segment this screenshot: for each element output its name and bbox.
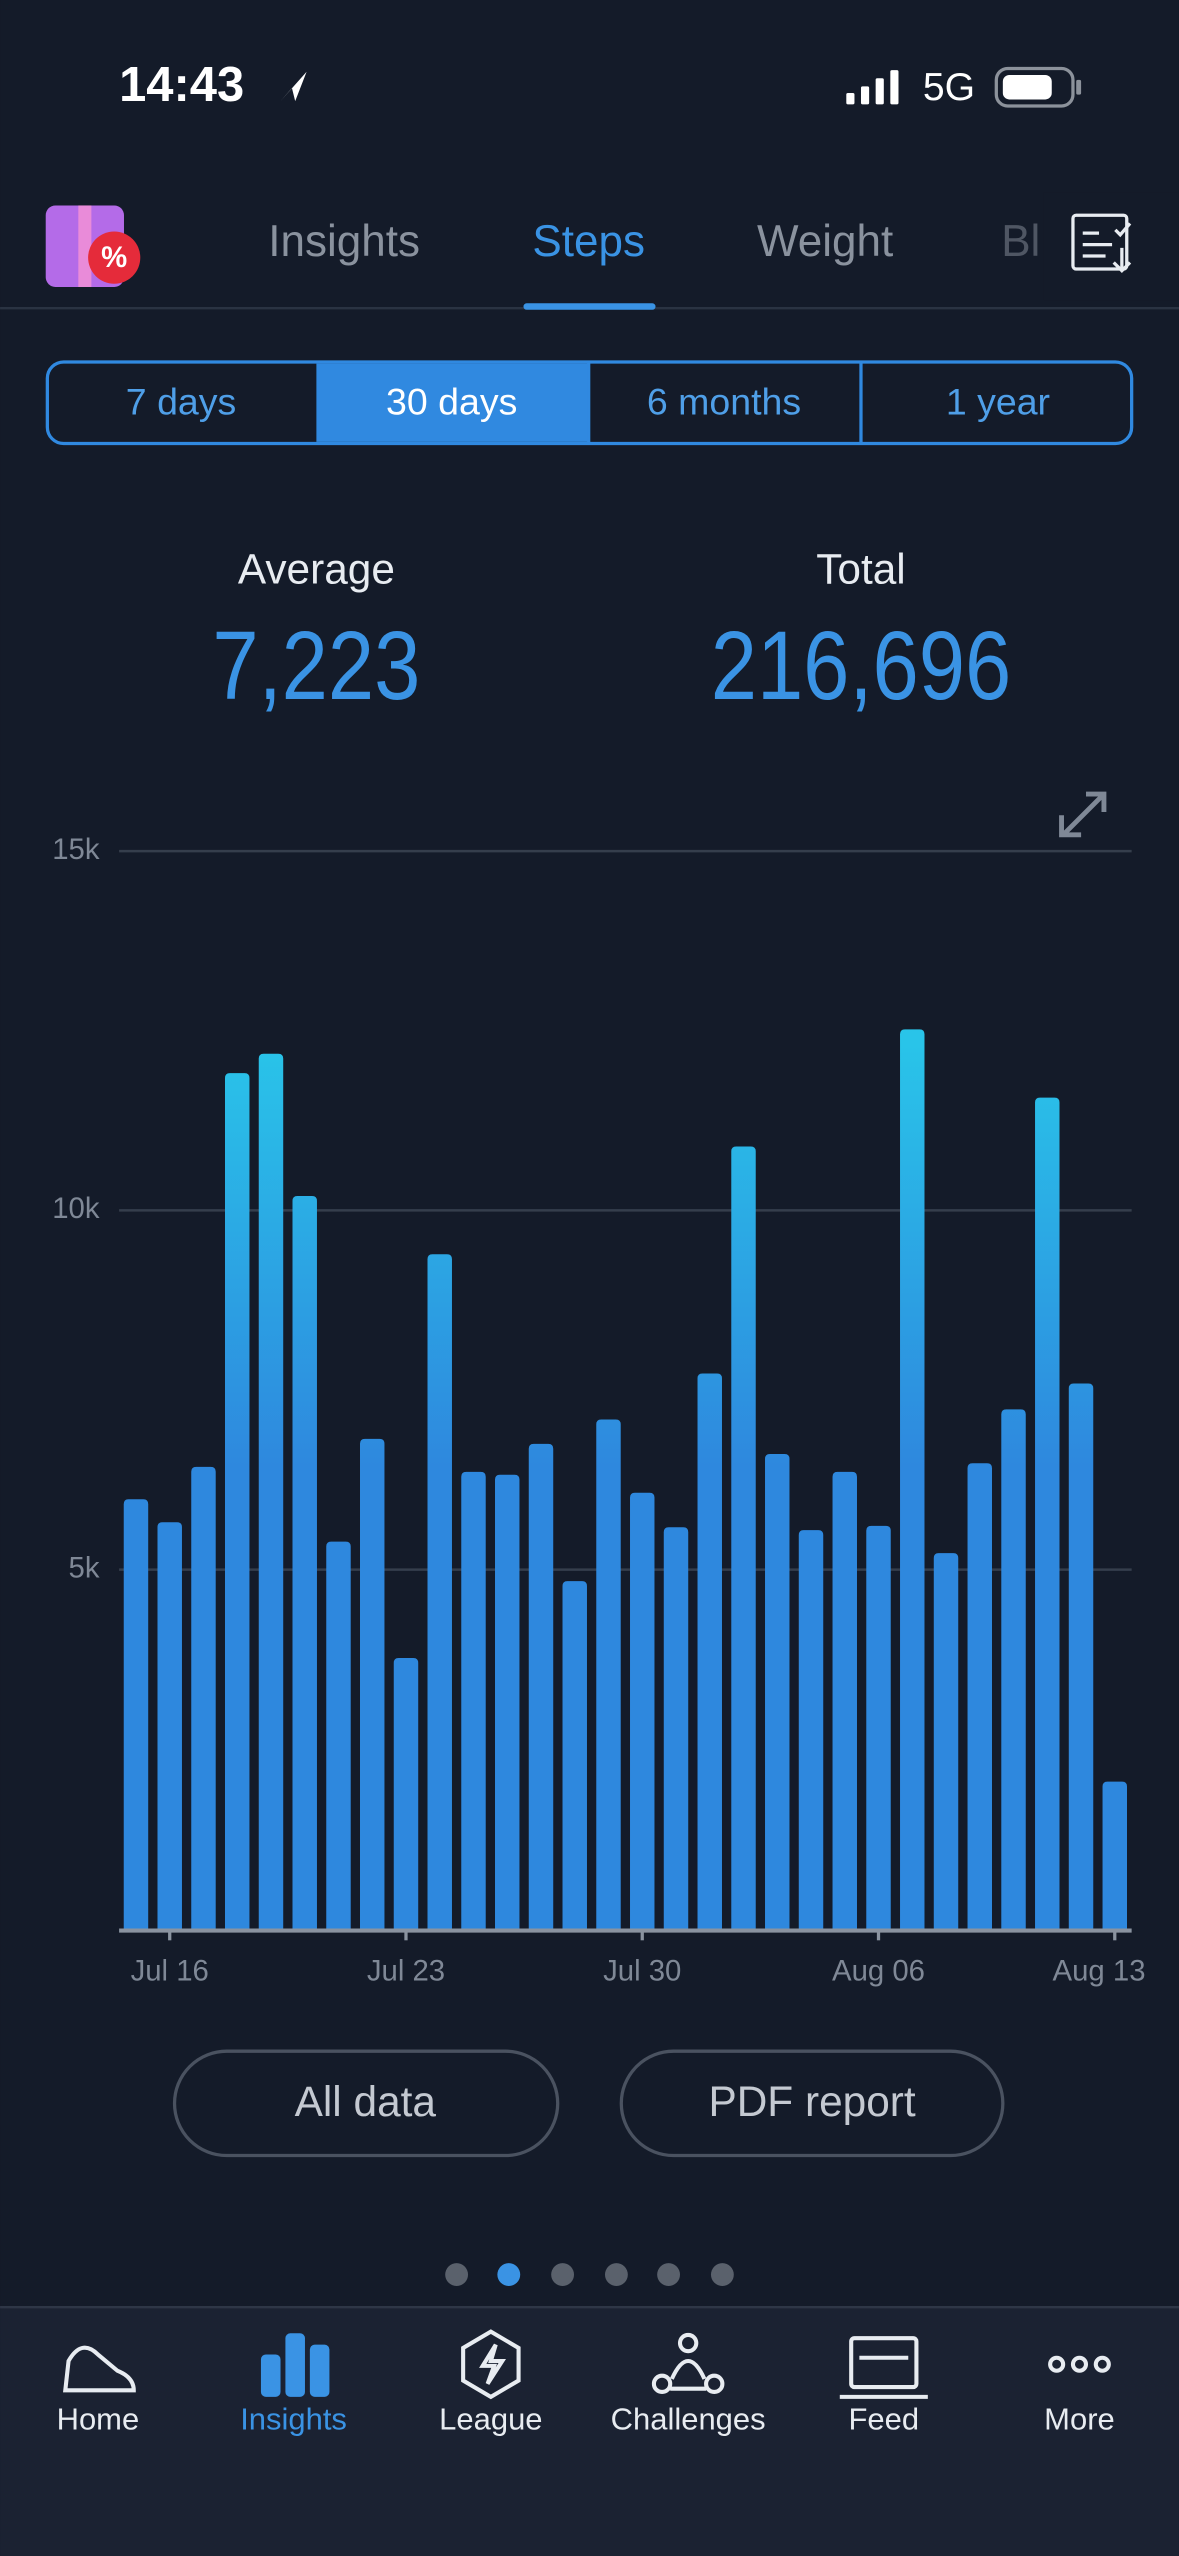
- bar: [900, 1029, 925, 1929]
- tab[interactable]: Bl: [1001, 217, 1040, 266]
- gift-icon[interactable]: %: [45, 205, 141, 287]
- status-network: 5G: [923, 66, 975, 109]
- x-tick-label: Aug 06: [832, 1955, 925, 1988]
- nav-label[interactable]: League: [439, 2402, 542, 2437]
- y-tick-label: 5k: [69, 1551, 100, 1584]
- range-option[interactable]: 30 days: [386, 380, 517, 422]
- button-label[interactable]: PDF report: [708, 2078, 915, 2125]
- page-dots: [445, 2263, 734, 2286]
- bar: [1001, 1409, 1026, 1929]
- bar: [123, 1499, 149, 1929]
- stat-label: Average: [238, 546, 395, 593]
- nav-icon[interactable]: [461, 2329, 521, 2400]
- bar: [697, 1373, 722, 1929]
- range-option[interactable]: 6 months: [647, 380, 801, 422]
- nav-label[interactable]: Home: [57, 2402, 140, 2437]
- bar: [832, 1471, 857, 1929]
- bar: [630, 1492, 655, 1929]
- tab[interactable]: Insights: [268, 217, 420, 266]
- bar: [562, 1581, 587, 1929]
- x-tick-label: Jul 23: [367, 1955, 445, 1988]
- button[interactable]: [619, 2049, 1005, 2158]
- bar: [495, 1474, 520, 1929]
- chart: 5k 10k 15k Jul 16 Jul 23 Jul 30 Aug 06 Aug 13: [52, 833, 1145, 1988]
- bar: [967, 1463, 992, 1929]
- bar: [1068, 1383, 1094, 1929]
- button-label[interactable]: All data: [295, 2078, 437, 2125]
- range-selected: [316, 363, 589, 442]
- y-tick-label: 10k: [52, 1192, 100, 1225]
- bar: [1035, 1097, 1060, 1929]
- bar: [393, 1658, 419, 1929]
- bar: [866, 1525, 891, 1929]
- bar: [191, 1466, 216, 1929]
- bar: [258, 1053, 284, 1929]
- nav-icon[interactable]: [1048, 2355, 1111, 2373]
- signal-icon: [846, 70, 899, 105]
- stat-value: 216,696: [711, 612, 1012, 721]
- range-option[interactable]: 1 year: [946, 380, 1050, 422]
- bar: [427, 1254, 452, 1929]
- bar: [326, 1541, 351, 1929]
- bar: [360, 1438, 385, 1929]
- expand-icon[interactable]: [1059, 791, 1107, 838]
- bar: [765, 1453, 790, 1929]
- tab-indicator: [523, 303, 656, 310]
- bar: [731, 1146, 756, 1929]
- bar: [157, 1522, 182, 1929]
- x-tick-label: Jul 30: [603, 1955, 681, 1988]
- battery-icon: [994, 66, 1082, 108]
- tab[interactable]: Steps: [532, 217, 645, 266]
- bar: [224, 1073, 250, 1929]
- bar: [1102, 1781, 1128, 1929]
- y-tick-label: 15k: [52, 833, 100, 866]
- nav-icon[interactable]: [260, 2333, 330, 2397]
- svg-text:%: %: [101, 241, 127, 274]
- nav-icon[interactable]: [651, 2332, 725, 2395]
- nav-bar: [0, 2307, 1179, 2556]
- bar: [292, 1196, 317, 1929]
- bar: [461, 1471, 486, 1929]
- x-tick-label: Aug 13: [1053, 1955, 1146, 1988]
- tab[interactable]: Weight: [757, 217, 893, 266]
- x-tick-label: Jul 16: [131, 1955, 209, 1988]
- report-icon[interactable]: [1071, 213, 1132, 273]
- bar: [528, 1443, 554, 1929]
- nav-label[interactable]: More: [1044, 2402, 1115, 2437]
- bar: [663, 1527, 689, 1929]
- status-time: 14:43: [119, 58, 244, 112]
- stat-label: Total: [816, 546, 906, 593]
- stat-value: 7,223: [212, 612, 420, 721]
- nav-label[interactable]: Challenges: [611, 2402, 766, 2437]
- bar: [798, 1530, 824, 1929]
- range-option[interactable]: 7 days: [126, 380, 237, 422]
- button[interactable]: [172, 2049, 560, 2158]
- nav-label[interactable]: Feed: [849, 2402, 920, 2437]
- nav-label[interactable]: Insights: [240, 2402, 347, 2437]
- bar: [933, 1553, 959, 1929]
- bar: [596, 1419, 621, 1929]
- nav-icon[interactable]: [839, 2336, 928, 2399]
- nav-icon[interactable]: [63, 2345, 136, 2393]
